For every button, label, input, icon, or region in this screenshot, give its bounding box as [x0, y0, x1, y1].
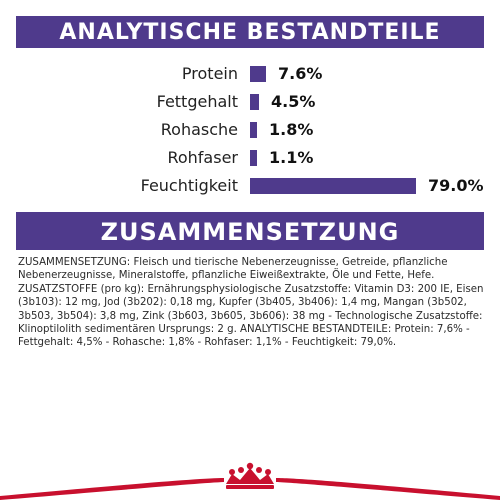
chart-category-label: Fettgehalt: [156, 92, 238, 111]
chart-value-label: 1.8%: [269, 120, 314, 139]
royal-canin-crown-logo-icon: [0, 462, 500, 500]
chart-bar: [250, 150, 257, 166]
chart-row: Rohfaser 1.1%: [0, 147, 500, 169]
composition-title: ZUSAMMENSETZUNG: [16, 212, 484, 250]
composition-text: ZUSAMMENSETZUNG: Fleisch und tierische N…: [18, 257, 484, 349]
chart-bar: [250, 94, 259, 110]
chart-row: Rohasche 1.8%: [0, 119, 500, 141]
chart-category-label: Rohfaser: [167, 148, 238, 167]
chart-bar: [250, 178, 416, 194]
chart-bar: [250, 122, 257, 138]
logo-swoosh-right: [276, 478, 500, 500]
chart-category-label: Protein: [181, 64, 238, 83]
chart-row: Feuchtigkeit 79.0%: [0, 175, 500, 197]
chart-value-label: 7.6%: [278, 64, 323, 83]
crown-icon: [226, 462, 274, 489]
logo-swoosh-left: [0, 478, 224, 500]
chart-row: Fettgehalt 4.5%: [0, 91, 500, 113]
chart-category-label: Feuchtigkeit: [140, 176, 238, 195]
chart-row: Protein 7.6%: [0, 63, 500, 85]
analytics-title: ANALYTISCHE BESTANDTEILE: [16, 16, 484, 48]
chart-bar: [250, 66, 266, 82]
chart-value-label: 79.0%: [428, 176, 484, 195]
chart-value-label: 4.5%: [271, 92, 316, 111]
chart-category-label: Rohasche: [160, 120, 238, 139]
chart-value-label: 1.1%: [269, 148, 314, 167]
